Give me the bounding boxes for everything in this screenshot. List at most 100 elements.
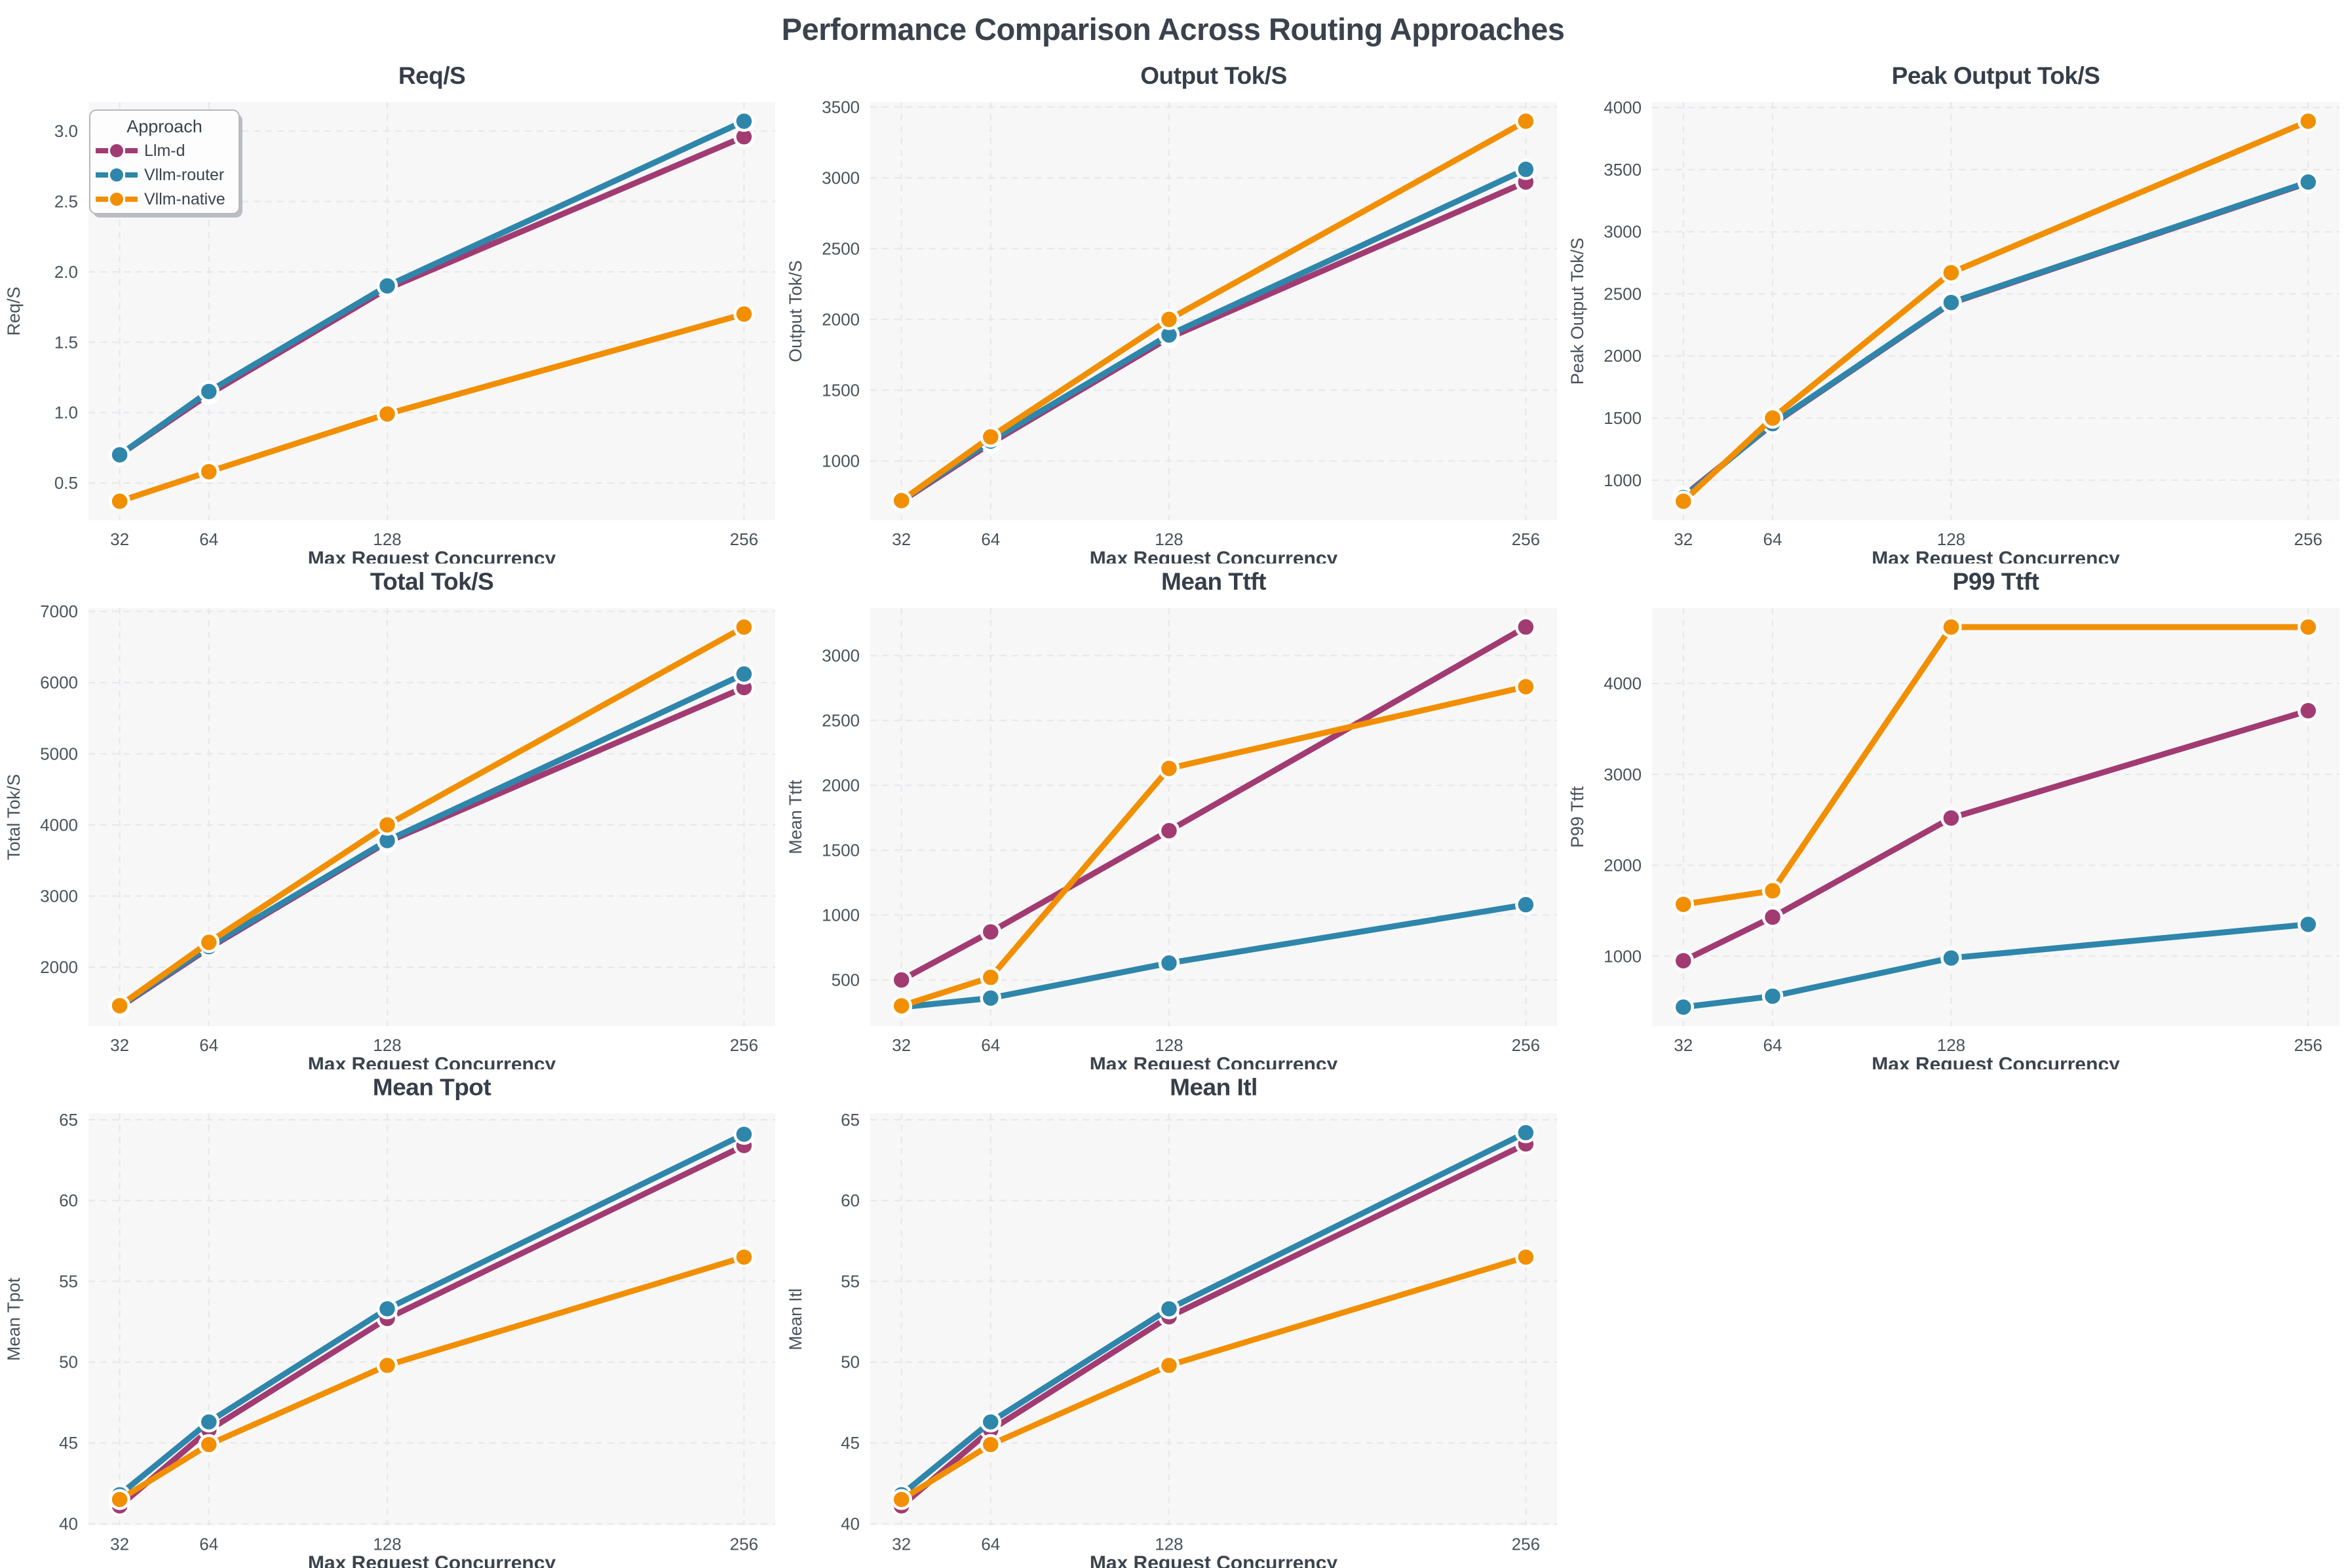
chart-output-tok-s: 32 64 128 256 1000 1500 2000 2500 3000 3500 Output…: [786, 62, 1557, 564]
data-point-vllm-router: [1515, 1122, 1537, 1143]
y-tick-label: 3.0: [54, 121, 78, 141]
y-tick-label: 2.0: [54, 262, 78, 282]
data-point-vllm-native: [1515, 1246, 1537, 1268]
x-axis-label: Max Request Concurrency: [308, 1552, 556, 1568]
series-line-vllm-native: [898, 118, 1529, 504]
x-tick-label: 128: [1155, 1536, 1183, 1554]
data-point-vllm-router: [1158, 952, 1180, 974]
y-axis-label: Mean Itl: [786, 1288, 805, 1350]
data-point-vllm-native: [1158, 309, 1180, 330]
chart-mean-ttft: 32 64 128 256 500 1000 1500 2000 2500 3000 Mean Tt…: [786, 568, 1557, 1069]
series-line-vllm-router: [117, 118, 747, 458]
x-axis-label: Max Request Concurrency: [1090, 548, 1338, 564]
x-tick-label: 256: [1512, 1035, 1540, 1055]
series-line-vllm-native: [117, 624, 747, 1009]
x-tick-label: 32: [1674, 529, 1693, 549]
data-point-vllm-native: [1672, 490, 1695, 512]
y-tick-label: 1000: [1604, 470, 1642, 490]
y-tick-label: 60: [59, 1192, 78, 1210]
series-line-vllm-native: [1680, 624, 2311, 908]
x-tick-label: 128: [1937, 529, 1965, 549]
data-point-vllm-native: [891, 489, 912, 512]
legend-entry-vllm-router: Vllm-router: [144, 166, 224, 184]
x-axis-label: Max Request Concurrency: [1090, 1552, 1338, 1568]
data-point-vllm-native: [198, 1434, 220, 1455]
subplot-p99-ttft: 32 64 128 256 1000 2000 3000 4000 P99 Ttft Max Re…: [1564, 564, 2346, 1069]
data-point-vllm-router: [1940, 947, 1962, 969]
data-point-vllm-native: [891, 1489, 912, 1510]
data-point-llm-d: [891, 969, 912, 991]
x-tick-label: 64: [1763, 529, 1782, 549]
subplot-total-tok-s: 32 64 128 256 2000 3000 4000 5000 6000 7000 Total …: [0, 564, 782, 1069]
subplot-title: Peak Output Tok/S: [1892, 62, 2100, 89]
y-tick-label: 55: [59, 1273, 78, 1291]
x-tick-label: 32: [110, 1536, 129, 1554]
series-line-llm-d: [117, 1142, 747, 1509]
x-tick-label: 128: [1155, 529, 1183, 549]
data-point-vllm-native: [1761, 880, 1784, 902]
data-point-vllm-native: [1761, 407, 1784, 429]
y-tick-label: 2500: [822, 239, 860, 258]
data-point-vllm-native: [109, 490, 130, 512]
x-tick-label: 64: [199, 529, 218, 549]
subplot-mean-ttft: 32 64 128 256 500 1000 1500 2000 2500 3000 Mean Tt…: [782, 564, 1564, 1069]
data-point-vllm-native: [733, 1246, 755, 1268]
subplot-output-tok-s: 32 64 128 256 1000 1500 2000 2500 3000 3500 Output…: [782, 58, 1564, 564]
series-line-vllm-native: [898, 683, 1529, 1009]
x-axis-label: Max Request Concurrency: [1090, 1054, 1338, 1069]
data-point-vllm-native: [733, 616, 755, 638]
chart-peak-output-tok-s: 32 64 128 256 1000 1500 2000 2500 3000 3500 4000 Pe…: [1567, 62, 2339, 564]
x-tick-label: 32: [110, 1035, 129, 1055]
subplot-mean-tpot: 32 64 128 256 40 45 50 55 60 65 Mean Tpot Max Reque…: [0, 1069, 782, 1568]
x-tick-label: 64: [1763, 1035, 1782, 1055]
y-axis-label: Mean Ttft: [786, 780, 805, 854]
data-point-vllm-native: [733, 303, 755, 325]
series-line-vllm-router: [898, 902, 1529, 1010]
y-tick-label: 1.0: [54, 403, 78, 423]
y-tick-label: 40: [59, 1516, 78, 1534]
y-tick-label: 3000: [1604, 222, 1642, 242]
x-tick-label: 32: [110, 529, 129, 549]
y-tick-label: 2000: [1604, 856, 1642, 875]
y-tick-label: 45: [59, 1434, 78, 1453]
y-tick-label: 1500: [822, 380, 860, 400]
x-tick-label: 64: [981, 1536, 1000, 1554]
subplot-title: Total Tok/S: [370, 568, 493, 595]
y-tick-label: 50: [59, 1354, 78, 1372]
x-tick-label: 32: [892, 1536, 911, 1554]
x-tick-label: 128: [373, 1536, 401, 1554]
series-line-llm-d: [898, 1141, 1529, 1509]
x-axis-label: Max Request Concurrency: [1872, 1054, 2120, 1069]
y-tick-label: 40: [841, 1516, 860, 1534]
series-line-vllm-router: [117, 1131, 747, 1498]
plot-area: [1652, 102, 2339, 520]
plot-area: [88, 1113, 775, 1525]
data-point-vllm-native: [198, 461, 220, 483]
y-tick-label: 500: [832, 970, 860, 990]
x-tick-label: 128: [1155, 1035, 1183, 1055]
chart-total-tok-s: 32 64 128 256 2000 3000 4000 5000 6000 7000 Total …: [4, 568, 775, 1069]
y-tick-label: 5000: [40, 744, 78, 763]
data-point-vllm-router: [1515, 894, 1537, 915]
y-tick-label: 60: [841, 1192, 860, 1210]
series-line-vllm-native: [898, 1254, 1529, 1502]
data-point-vllm-native: [980, 426, 1001, 448]
data-point-vllm-native: [980, 966, 1001, 988]
y-tick-label: 1000: [1604, 946, 1642, 966]
y-tick-label: 2000: [40, 957, 78, 977]
data-point-vllm-router: [1761, 985, 1784, 1007]
subplot-title: P99 Ttft: [1953, 568, 2039, 595]
data-point-vllm-router: [1940, 292, 1962, 313]
x-tick-label: 64: [199, 1536, 218, 1554]
series-line-vllm-router: [1680, 921, 2311, 1010]
y-tick-label: 1500: [822, 840, 860, 860]
data-point-vllm-native: [109, 1489, 130, 1510]
data-point-vllm-router: [2298, 171, 2319, 193]
data-point-vllm-native: [1158, 757, 1180, 779]
data-point-vllm-native: [198, 931, 220, 953]
legend-entry-vllm-native: Vllm-native: [144, 190, 225, 208]
x-axis-label: Max Request Concurrency: [308, 1054, 556, 1069]
chart-mean-itl: 32 64 128 256 40 45 50 55 60 65 Mean Itl Max Reques…: [786, 1074, 1557, 1568]
data-point-vllm-native: [376, 814, 398, 836]
